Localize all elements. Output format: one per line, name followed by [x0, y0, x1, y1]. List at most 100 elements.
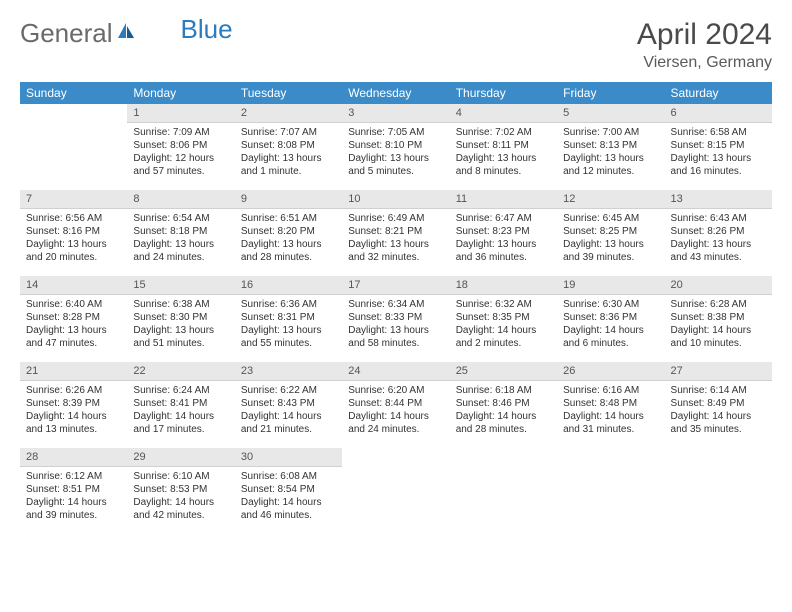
- day-info: Sunrise: 6:30 AMSunset: 8:36 PMDaylight:…: [557, 295, 664, 356]
- title-block: April 2024 Viersen, Germany: [637, 18, 772, 72]
- header: General Blue April 2024 Viersen, Germany: [20, 18, 772, 72]
- day-sr: Sunrise: 6:26 AM: [26, 384, 121, 397]
- day-cell: 5Sunrise: 7:00 AMSunset: 8:13 PMDaylight…: [557, 104, 664, 190]
- day-sr: Sunrise: 6:36 AM: [241, 298, 336, 311]
- day-info: Sunrise: 6:12 AMSunset: 8:51 PMDaylight:…: [20, 467, 127, 528]
- day-ss: Sunset: 8:21 PM: [348, 225, 443, 238]
- day-sr: Sunrise: 6:14 AM: [671, 384, 766, 397]
- day-cell: 21Sunrise: 6:26 AMSunset: 8:39 PMDayligh…: [20, 362, 127, 448]
- day-ss: Sunset: 8:54 PM: [241, 483, 336, 496]
- day-sr: Sunrise: 6:08 AM: [241, 470, 336, 483]
- day-info: Sunrise: 6:20 AMSunset: 8:44 PMDaylight:…: [342, 381, 449, 442]
- day-d1: Daylight: 13 hours: [26, 238, 121, 251]
- day-number: 2: [235, 104, 342, 123]
- day-cell: 6Sunrise: 6:58 AMSunset: 8:15 PMDaylight…: [665, 104, 772, 190]
- dayname-2: Tuesday: [235, 82, 342, 104]
- day-d2: and 32 minutes.: [348, 251, 443, 264]
- day-info: Sunrise: 6:16 AMSunset: 8:48 PMDaylight:…: [557, 381, 664, 442]
- day-sr: Sunrise: 6:34 AM: [348, 298, 443, 311]
- day-info: Sunrise: 6:32 AMSunset: 8:35 PMDaylight:…: [450, 295, 557, 356]
- day-info: Sunrise: 6:28 AMSunset: 8:38 PMDaylight:…: [665, 295, 772, 356]
- day-number: 9: [235, 190, 342, 209]
- day-sr: Sunrise: 6:12 AM: [26, 470, 121, 483]
- day-number: [557, 448, 664, 466]
- day-cell: 12Sunrise: 6:45 AMSunset: 8:25 PMDayligh…: [557, 190, 664, 276]
- day-d2: and 35 minutes.: [671, 423, 766, 436]
- day-number: 13: [665, 190, 772, 209]
- day-number: 22: [127, 362, 234, 381]
- day-cell: 23Sunrise: 6:22 AMSunset: 8:43 PMDayligh…: [235, 362, 342, 448]
- day-d2: and 28 minutes.: [241, 251, 336, 264]
- day-info: Sunrise: 6:40 AMSunset: 8:28 PMDaylight:…: [20, 295, 127, 356]
- day-ss: Sunset: 8:36 PM: [563, 311, 658, 324]
- day-cell: 24Sunrise: 6:20 AMSunset: 8:44 PMDayligh…: [342, 362, 449, 448]
- day-d2: and 39 minutes.: [563, 251, 658, 264]
- day-number: [20, 104, 127, 122]
- day-sr: Sunrise: 6:30 AM: [563, 298, 658, 311]
- day-info: Sunrise: 6:08 AMSunset: 8:54 PMDaylight:…: [235, 467, 342, 528]
- day-d1: Daylight: 13 hours: [456, 152, 551, 165]
- week-row: 1Sunrise: 7:09 AMSunset: 8:06 PMDaylight…: [20, 104, 772, 190]
- day-number: 18: [450, 276, 557, 295]
- month-title: April 2024: [637, 18, 772, 52]
- day-number: 26: [557, 362, 664, 381]
- day-number: [665, 448, 772, 466]
- day-ss: Sunset: 8:08 PM: [241, 139, 336, 152]
- day-d2: and 24 minutes.: [348, 423, 443, 436]
- day-ss: Sunset: 8:18 PM: [133, 225, 228, 238]
- day-number: 15: [127, 276, 234, 295]
- day-cell: 3Sunrise: 7:05 AMSunset: 8:10 PMDaylight…: [342, 104, 449, 190]
- day-number: 19: [557, 276, 664, 295]
- day-ss: Sunset: 8:13 PM: [563, 139, 658, 152]
- day-info: Sunrise: 6:22 AMSunset: 8:43 PMDaylight:…: [235, 381, 342, 442]
- day-number: 14: [20, 276, 127, 295]
- day-ss: Sunset: 8:30 PM: [133, 311, 228, 324]
- day-sr: Sunrise: 7:02 AM: [456, 126, 551, 139]
- day-ss: Sunset: 8:23 PM: [456, 225, 551, 238]
- day-sr: Sunrise: 7:07 AM: [241, 126, 336, 139]
- day-number: 4: [450, 104, 557, 123]
- day-d2: and 55 minutes.: [241, 337, 336, 350]
- day-ss: Sunset: 8:39 PM: [26, 397, 121, 410]
- day-d1: Daylight: 13 hours: [26, 324, 121, 337]
- day-sr: Sunrise: 6:38 AM: [133, 298, 228, 311]
- day-number: 5: [557, 104, 664, 123]
- day-cell: [342, 448, 449, 534]
- day-cell: 15Sunrise: 6:38 AMSunset: 8:30 PMDayligh…: [127, 276, 234, 362]
- day-number: 17: [342, 276, 449, 295]
- day-sr: Sunrise: 7:09 AM: [133, 126, 228, 139]
- day-d1: Daylight: 14 hours: [348, 410, 443, 423]
- day-d1: Daylight: 14 hours: [563, 324, 658, 337]
- day-cell: 9Sunrise: 6:51 AMSunset: 8:20 PMDaylight…: [235, 190, 342, 276]
- day-d1: Daylight: 13 hours: [671, 238, 766, 251]
- day-d1: Daylight: 13 hours: [241, 238, 336, 251]
- week-row: 7Sunrise: 6:56 AMSunset: 8:16 PMDaylight…: [20, 190, 772, 276]
- day-d2: and 31 minutes.: [563, 423, 658, 436]
- day-number: 8: [127, 190, 234, 209]
- day-d2: and 12 minutes.: [563, 165, 658, 178]
- day-cell: [450, 448, 557, 534]
- day-ss: Sunset: 8:41 PM: [133, 397, 228, 410]
- day-d1: Daylight: 14 hours: [241, 496, 336, 509]
- day-number: 3: [342, 104, 449, 123]
- day-sr: Sunrise: 6:32 AM: [456, 298, 551, 311]
- day-d2: and 43 minutes.: [671, 251, 766, 264]
- day-d2: and 58 minutes.: [348, 337, 443, 350]
- week-row: 21Sunrise: 6:26 AMSunset: 8:39 PMDayligh…: [20, 362, 772, 448]
- day-info: Sunrise: 7:07 AMSunset: 8:08 PMDaylight:…: [235, 123, 342, 184]
- day-ss: Sunset: 8:46 PM: [456, 397, 551, 410]
- day-ss: Sunset: 8:33 PM: [348, 311, 443, 324]
- dayname-5: Friday: [557, 82, 664, 104]
- day-cell: 13Sunrise: 6:43 AMSunset: 8:26 PMDayligh…: [665, 190, 772, 276]
- day-cell: 25Sunrise: 6:18 AMSunset: 8:46 PMDayligh…: [450, 362, 557, 448]
- day-cell: 17Sunrise: 6:34 AMSunset: 8:33 PMDayligh…: [342, 276, 449, 362]
- day-number: 24: [342, 362, 449, 381]
- day-info: Sunrise: 7:05 AMSunset: 8:10 PMDaylight:…: [342, 123, 449, 184]
- day-sr: Sunrise: 6:10 AM: [133, 470, 228, 483]
- day-number: [450, 448, 557, 466]
- day-ss: Sunset: 8:38 PM: [671, 311, 766, 324]
- dayname-3: Wednesday: [342, 82, 449, 104]
- day-number: 23: [235, 362, 342, 381]
- day-d1: Daylight: 14 hours: [26, 410, 121, 423]
- day-sr: Sunrise: 6:16 AM: [563, 384, 658, 397]
